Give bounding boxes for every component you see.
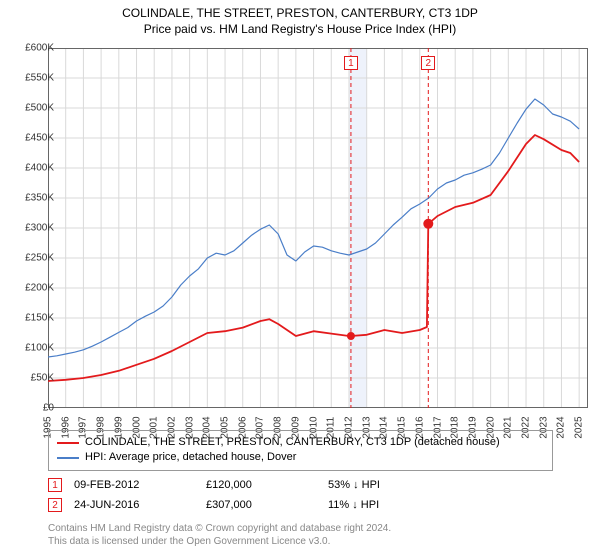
- sales-table: 1 09-FEB-2012 £120,000 53% ↓ HPI 2 24-JUN-201…: [48, 475, 553, 515]
- event-marker-2: 2: [421, 56, 435, 70]
- chart-container: COLINDALE, THE STREET, PRESTON, CANTERBU…: [0, 0, 600, 560]
- y-tick-label: £500K: [25, 103, 54, 114]
- legend-item: HPI: Average price, detached house, Dove…: [57, 450, 544, 465]
- y-tick-label: £0: [43, 403, 54, 414]
- price-chart: [48, 48, 588, 408]
- sale-date: 09-FEB-2012: [74, 479, 194, 491]
- title-block: COLINDALE, THE STREET, PRESTON, CANTERBU…: [0, 0, 600, 37]
- legend-item: COLINDALE, THE STREET, PRESTON, CANTERBU…: [57, 435, 544, 450]
- x-tick-label: 2025: [574, 416, 585, 438]
- footnote-line1: Contains HM Land Registry data © Crown c…: [48, 522, 391, 535]
- legend-swatch: [57, 457, 79, 459]
- sale-marker: 1: [48, 478, 62, 492]
- legend-label: COLINDALE, THE STREET, PRESTON, CANTERBU…: [85, 435, 500, 450]
- y-tick-label: £150K: [25, 313, 54, 324]
- y-tick-label: £450K: [25, 133, 54, 144]
- footnote-line2: This data is licensed under the Open Gov…: [48, 535, 391, 548]
- title-line2: Price paid vs. HM Land Registry's House …: [0, 22, 600, 38]
- sale-delta: 11% ↓ HPI: [328, 499, 448, 511]
- legend-label: HPI: Average price, detached house, Dove…: [85, 450, 296, 465]
- y-tick-label: £250K: [25, 253, 54, 264]
- event-marker-1: 1: [344, 56, 358, 70]
- footnote: Contains HM Land Registry data © Crown c…: [48, 522, 391, 548]
- y-tick-label: £400K: [25, 163, 54, 174]
- sale-marker: 2: [48, 498, 62, 512]
- sale-delta: 53% ↓ HPI: [328, 479, 448, 491]
- legend-swatch: [57, 442, 79, 444]
- sale-row: 1 09-FEB-2012 £120,000 53% ↓ HPI: [48, 475, 553, 495]
- y-tick-label: £600K: [25, 43, 54, 54]
- x-tick-label: 2024: [556, 416, 567, 438]
- title-line1: COLINDALE, THE STREET, PRESTON, CANTERBU…: [0, 6, 600, 22]
- y-tick-label: £50K: [31, 373, 54, 384]
- y-tick-label: £550K: [25, 73, 54, 84]
- legend: COLINDALE, THE STREET, PRESTON, CANTERBU…: [48, 430, 553, 471]
- sale-row: 2 24-JUN-2016 £307,000 11% ↓ HPI: [48, 495, 553, 515]
- y-tick-label: £100K: [25, 343, 54, 354]
- y-tick-label: £200K: [25, 283, 54, 294]
- sale-price: £120,000: [206, 479, 316, 491]
- y-tick-label: £350K: [25, 193, 54, 204]
- y-tick-label: £300K: [25, 223, 54, 234]
- sale-price: £307,000: [206, 499, 316, 511]
- sale-date: 24-JUN-2016: [74, 499, 194, 511]
